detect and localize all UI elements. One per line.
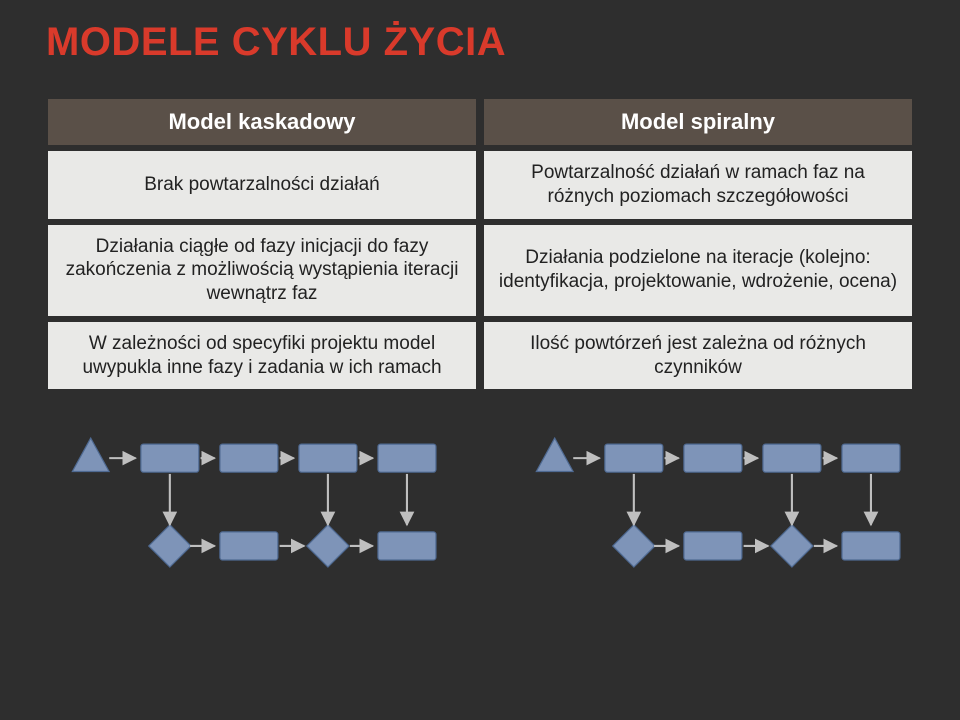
header-right: Model spiralny — [484, 99, 912, 145]
table-row: Brak powtarzalności działań Powtarzalnoś… — [48, 151, 912, 219]
table-row: W zależności od specyfiki projektu model… — [48, 322, 912, 390]
flowchart-left — [46, 423, 450, 590]
flowchart-right — [510, 423, 914, 590]
cell-right: Ilość powtórzeń jest zależna od różnych … — [484, 322, 912, 390]
cell-right: Powtarzalność działań w ramach faz na ró… — [484, 151, 912, 219]
flowchart-svg — [510, 423, 914, 590]
page-title: MODELE CYKLU ŻYCIA — [46, 20, 920, 65]
cell-left: Brak powtarzalności działań — [48, 151, 476, 219]
table-row: Działania ciągłe od fazy inicjacji do fa… — [48, 225, 912, 316]
diagram-row — [40, 423, 920, 590]
flowchart-svg — [46, 423, 450, 590]
header-left: Model kaskadowy — [48, 99, 476, 145]
cell-right: Działania podzielone na iteracje (kolejn… — [484, 225, 912, 316]
comparison-table: Model kaskadowy Model spiralny Brak powt… — [40, 93, 920, 395]
cell-left: W zależności od specyfiki projektu model… — [48, 322, 476, 390]
cell-left: Działania ciągłe od fazy inicjacji do fa… — [48, 225, 476, 316]
